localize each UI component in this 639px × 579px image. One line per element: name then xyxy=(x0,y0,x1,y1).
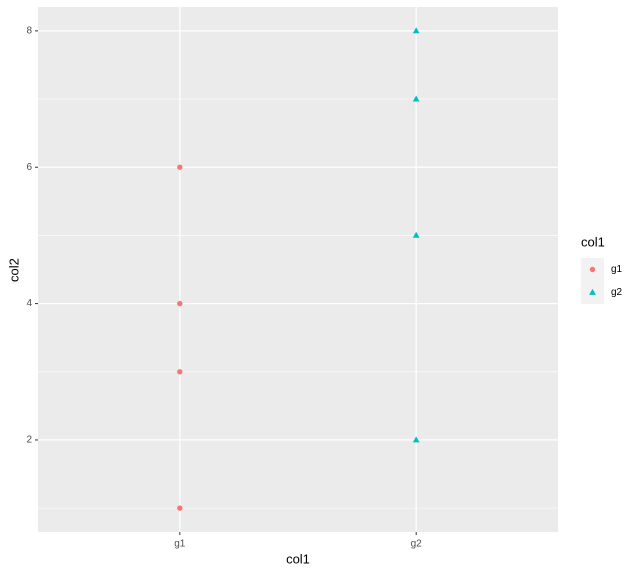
point xyxy=(412,27,420,34)
legend-label: g2 xyxy=(611,287,623,298)
y-tick-label: 8 xyxy=(26,26,32,37)
point xyxy=(412,231,420,238)
point xyxy=(412,95,420,102)
point xyxy=(177,369,183,375)
point xyxy=(177,164,183,170)
y-axis-title: col2 xyxy=(6,258,21,282)
legend-symbol xyxy=(589,288,596,295)
legend-symbol xyxy=(589,266,596,273)
x-tick-label: g2 xyxy=(411,539,423,550)
legend-label: g1 xyxy=(611,264,623,275)
y-tick-label: 2 xyxy=(26,435,32,446)
y-tick-label: 6 xyxy=(26,162,32,173)
panel xyxy=(38,7,558,532)
x-tick-label: g1 xyxy=(174,539,186,550)
x-axis-title: col1 xyxy=(286,551,310,566)
y-tick-label: 4 xyxy=(26,298,32,309)
point xyxy=(412,436,420,443)
point xyxy=(177,300,183,307)
point xyxy=(177,505,183,511)
legend-title: col1 xyxy=(581,234,605,249)
